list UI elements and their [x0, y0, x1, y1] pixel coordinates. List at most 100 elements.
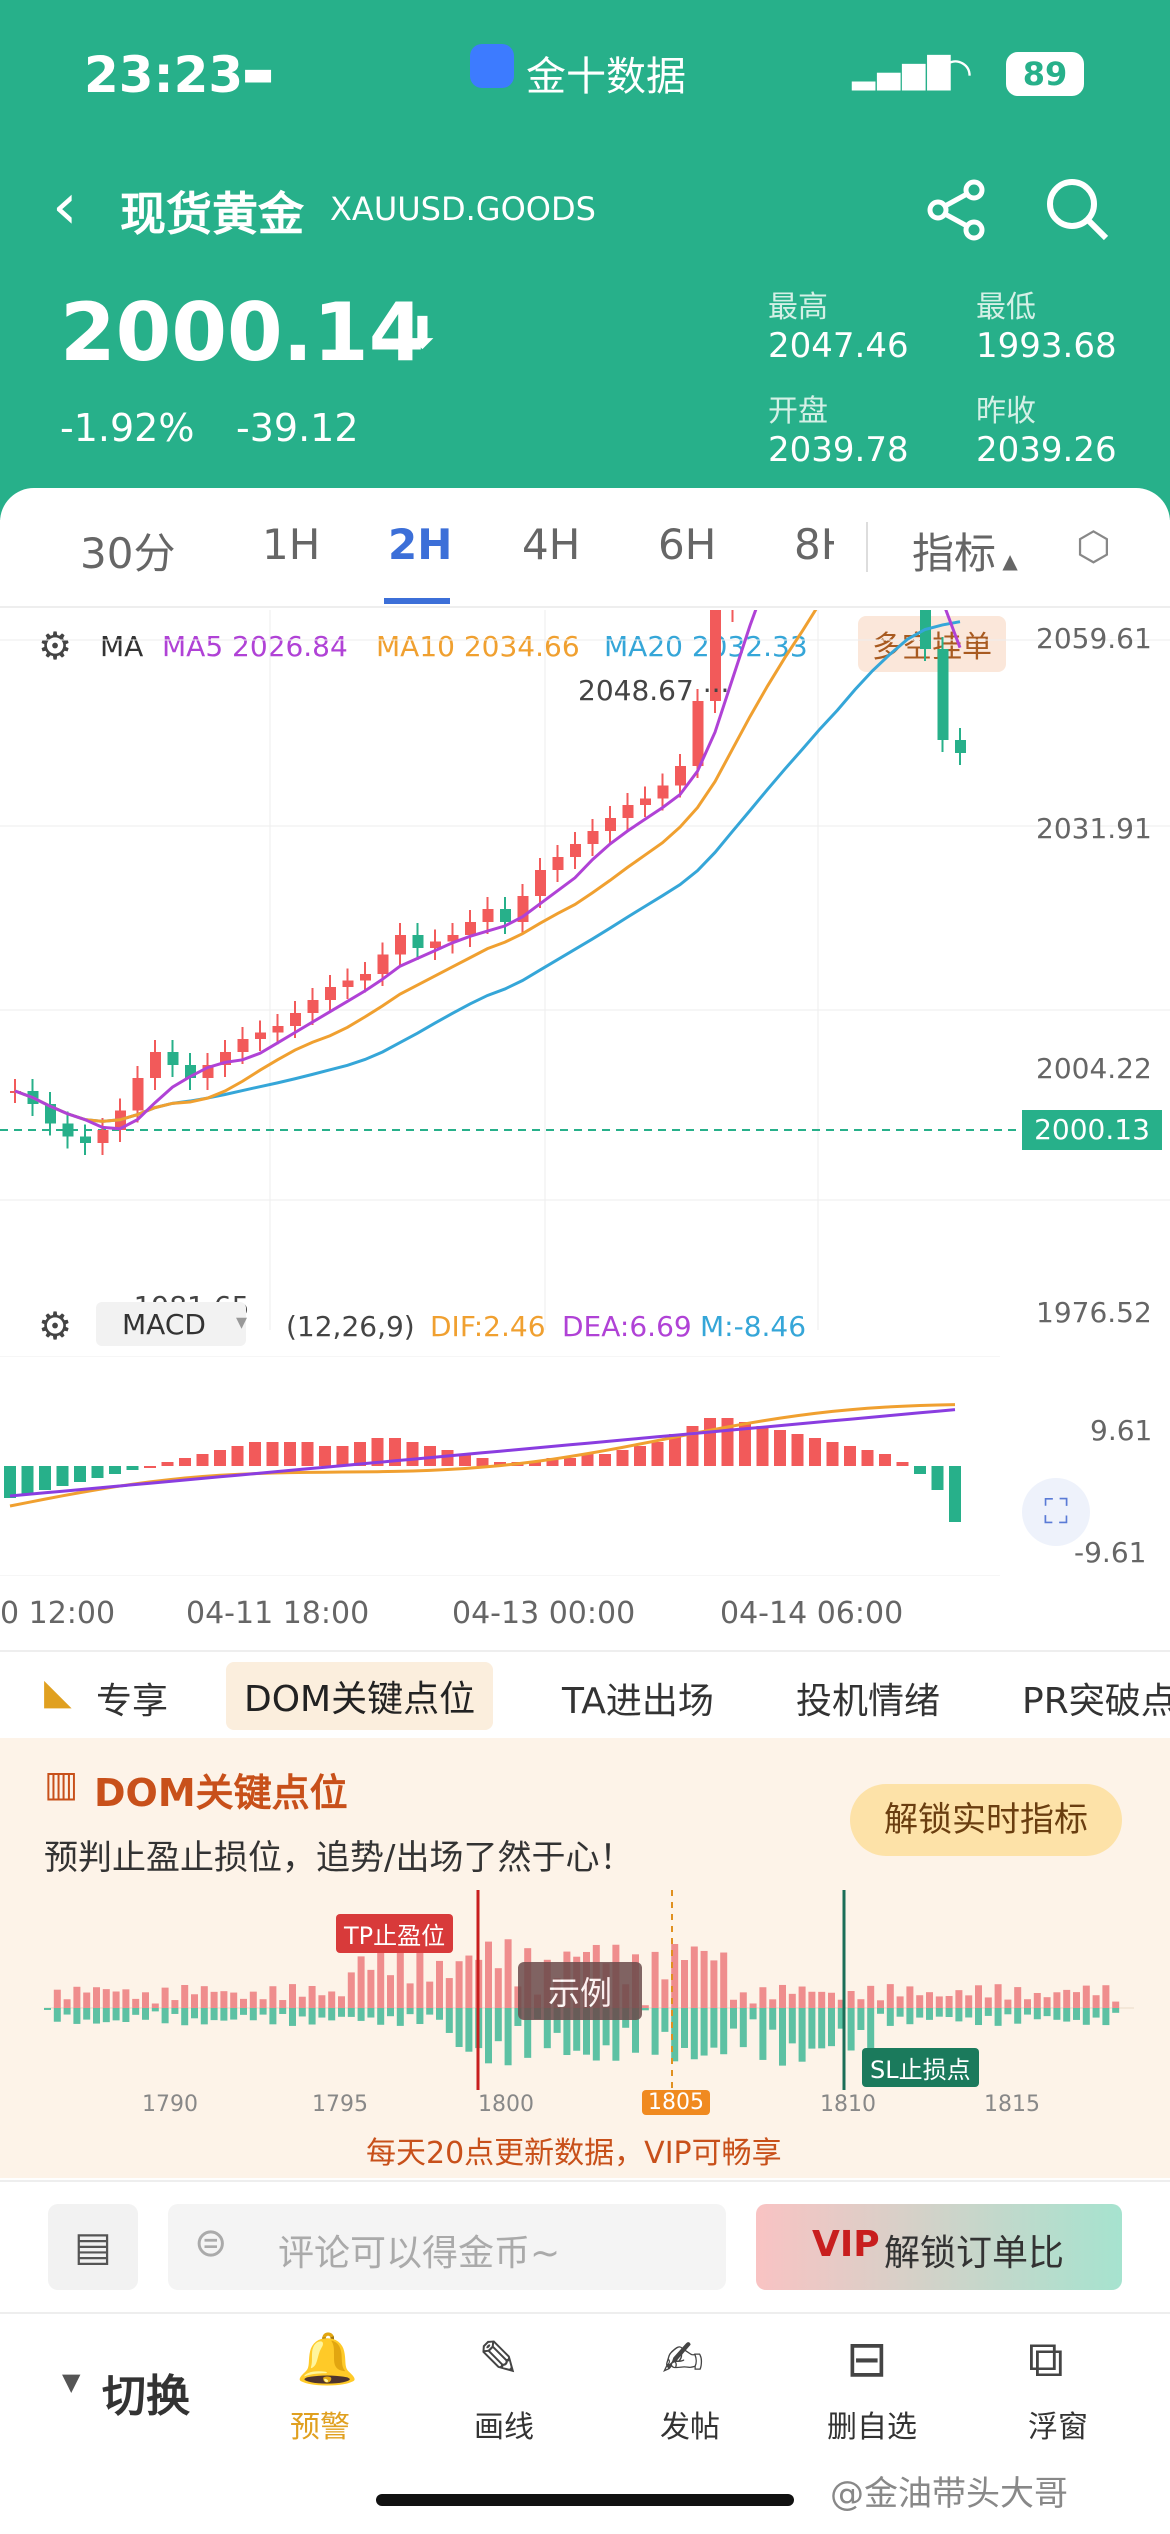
calendar-icon[interactable]: ▤: [48, 2204, 138, 2290]
dom-bar-down: [1004, 2008, 1012, 2015]
dom-bar-down: [308, 2008, 316, 2025]
macd-selector[interactable]: MACD ▾: [96, 1302, 247, 1346]
dom-bar-down: [632, 2008, 639, 2053]
macd-bar: [441, 1450, 454, 1466]
remove-watchlist-icon[interactable]: ⊟: [846, 2330, 888, 2388]
macd-gear-icon[interactable]: ⚙: [38, 1304, 73, 1348]
dom-bar-up: [387, 1975, 394, 2008]
candle-body: [570, 844, 581, 857]
dom-bar-down: [455, 2008, 463, 2047]
comment-input[interactable]: ⊜ 评论可以得金币~: [168, 2204, 726, 2290]
pen-icon[interactable]: ✎: [478, 2330, 520, 2388]
dom-bar-down: [122, 2008, 130, 2022]
float-window-icon[interactable]: ⧉: [1028, 2330, 1064, 2388]
dom-bar-down: [367, 2008, 375, 2018]
dom-bar-down: [828, 2008, 835, 2047]
tab-4h[interactable]: 4H: [522, 520, 581, 569]
tab-1h[interactable]: 1H: [262, 520, 321, 569]
macd-bar: [179, 1458, 191, 1466]
bed-icon: ▬: [242, 54, 275, 94]
dom-bar-down: [975, 2008, 982, 2026]
dom-bar-up: [808, 1991, 816, 2008]
dom-bar-up: [847, 1991, 855, 2008]
ma-gear-icon[interactable]: ⚙: [38, 624, 73, 668]
app-name: 金十数据: [526, 54, 686, 100]
dom-bar-up: [798, 1986, 806, 2008]
indicator-menu[interactable]: 指标 ▲: [912, 529, 1018, 578]
dom-bar-down: [651, 2008, 659, 2055]
dom-bar-down: [1024, 2008, 1031, 2015]
tab-dom[interactable]: DOM关键点位: [226, 1662, 494, 1730]
dom-bar-down: [592, 2008, 600, 2061]
tab-divider: [866, 522, 868, 572]
tab-ta[interactable]: TA进出场: [562, 1681, 714, 1722]
dom-bar-up: [318, 1995, 326, 2008]
dom-bar-up: [769, 1999, 777, 2008]
bell-icon[interactable]: 🔔: [296, 2330, 359, 2388]
vip-unlock-button[interactable]: VIP 解锁订单比: [756, 2204, 1122, 2290]
dom-bar-up: [63, 1999, 71, 2008]
switch-button[interactable]: 切换: [102, 2371, 190, 2422]
tab-8h[interactable]: 8H: [794, 520, 834, 569]
macd-bar: [144, 1466, 156, 1468]
remove-watchlist-button[interactable]: 删自选: [827, 2410, 917, 2445]
candle-body: [202, 1065, 214, 1078]
candle-body: [412, 935, 424, 948]
draw-line-button[interactable]: 画线: [474, 2410, 534, 2445]
tab-30min[interactable]: 30分: [80, 529, 176, 578]
fullscreen-icon[interactable]: ⛶: [1022, 1478, 1090, 1546]
dom-bar-down: [612, 2008, 620, 2061]
time-label-3: 04-13 00:00: [452, 1596, 636, 1631]
tab-underline: [384, 598, 450, 604]
tab-6h[interactable]: 6H: [658, 520, 717, 569]
dom-bar-up: [436, 1960, 443, 2008]
dom-bar-up: [749, 2003, 757, 2008]
axis-label-3: 2004.22: [1036, 1052, 1152, 1085]
dom-bar-up: [935, 1996, 943, 2008]
candle-body: [605, 818, 616, 831]
dom-bar-down: [955, 2008, 963, 2022]
dom-bar-up: [1112, 2001, 1120, 2008]
post-button[interactable]: 发帖: [660, 2410, 720, 2445]
dom-bar-down: [641, 2008, 649, 2011]
candle-body: [97, 1130, 109, 1143]
macd-bar: [669, 1434, 681, 1466]
tab-exclusive[interactable]: 专享: [96, 1681, 169, 1722]
candle-body: [395, 935, 406, 955]
dom-bar-up: [445, 1978, 453, 2008]
dom-bar-down: [788, 2008, 796, 2044]
dom-title: DOM关键点位: [94, 1771, 348, 1815]
float-window-button[interactable]: 浮窗: [1028, 2410, 1088, 2445]
dom-bar-down: [44, 2008, 51, 2010]
macd-bar: [424, 1446, 436, 1466]
candle-body: [167, 1052, 179, 1065]
dom-bar-up: [886, 1984, 894, 2008]
app-logo-icon: [470, 44, 514, 92]
dom-tick-6: 1815: [984, 2092, 1040, 2117]
macd-bar: [931, 1466, 944, 1490]
unlock-indicator-button[interactable]: 解锁实时指标: [850, 1784, 1122, 1856]
macd-bar: [214, 1450, 226, 1466]
macd-chart[interactable]: [0, 1356, 1000, 1576]
down-arrow-icon: ⬇: [404, 308, 441, 359]
dom-bar-down: [837, 2008, 845, 2029]
dom-bar-down: [602, 2008, 610, 2046]
search-icon[interactable]: [1044, 176, 1112, 248]
tab-pr[interactable]: PR突破点: [1022, 1681, 1170, 1722]
settings-icon[interactable]: ⬡: [1076, 524, 1111, 570]
tab-sentiment[interactable]: 投机情绪: [796, 1681, 941, 1722]
share-icon[interactable]: [924, 178, 988, 246]
macd-bar: [354, 1442, 366, 1466]
dom-bar-down: [289, 2008, 296, 2026]
tab-2h[interactable]: 2H: [388, 520, 453, 569]
dom-bar-down: [906, 2008, 914, 2025]
candle-body: [465, 922, 476, 935]
alert-button[interactable]: 预警: [290, 2410, 350, 2445]
dom-bar-up: [357, 1956, 365, 2008]
post-icon[interactable]: ✍: [662, 2330, 704, 2388]
dom-bar-down: [867, 2008, 875, 2064]
candlestick-chart[interactable]: [0, 610, 1170, 1340]
back-icon[interactable]: ‹: [52, 170, 78, 244]
macd-bar: [249, 1442, 261, 1466]
dom-bar-up: [945, 1995, 953, 2008]
